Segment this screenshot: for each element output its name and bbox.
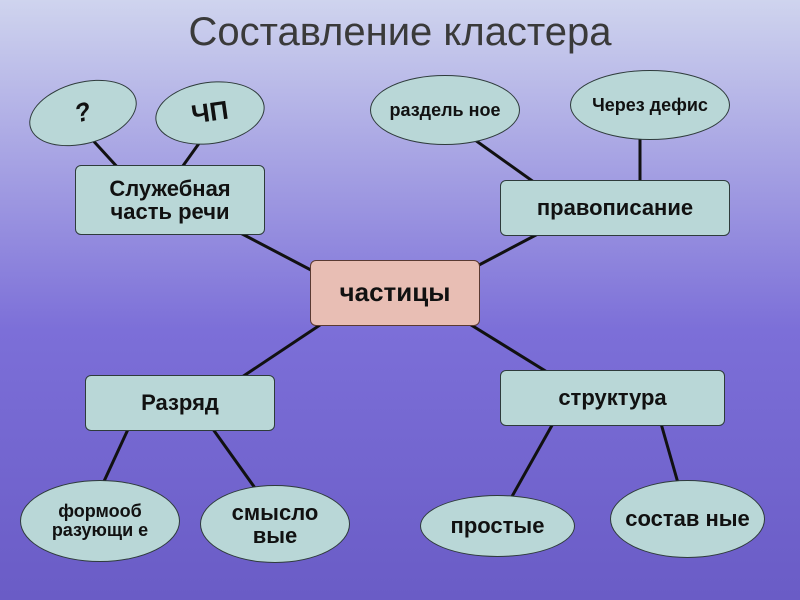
edge [210, 425, 260, 495]
diagram-canvas: Составление кластера частицы Служебная ча… [0, 0, 800, 600]
node-defis: Через дефис [570, 70, 730, 140]
edge [510, 420, 555, 500]
node-center: частицы [310, 260, 480, 326]
node-razryad: Разряд [85, 375, 275, 431]
node-chp: ЧП [151, 75, 269, 152]
node-sostav: состав ные [610, 480, 765, 558]
node-formo: формооб разующи е [20, 480, 180, 562]
diagram-title: Составление кластера [0, 10, 800, 55]
node-strukt: структура [500, 370, 725, 426]
node-razdel: раздель ное [370, 75, 520, 145]
node-pravop: правописание [500, 180, 730, 236]
node-smysl: смысло вые [200, 485, 350, 563]
node-prost: простые [420, 495, 575, 557]
node-qmark: ? [22, 69, 144, 157]
node-sluzh: Служебная часть речи [75, 165, 265, 235]
